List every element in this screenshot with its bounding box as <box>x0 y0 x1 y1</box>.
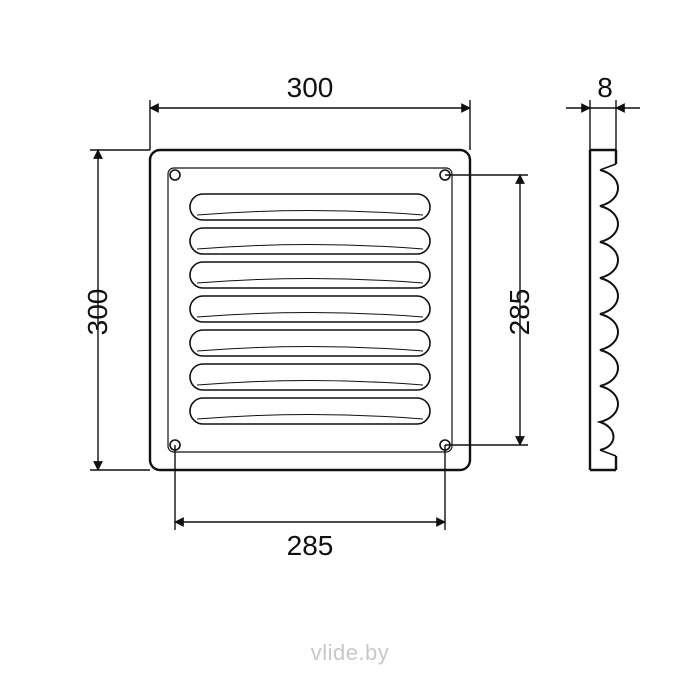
side-view <box>590 150 618 470</box>
louvers <box>190 194 430 424</box>
watermark: vlide.by <box>0 640 700 666</box>
front-view <box>150 150 470 470</box>
dim-hole-width-label: 285 <box>260 530 360 562</box>
dim-outer-width-label: 300 <box>260 72 360 104</box>
dim-depth-label: 8 <box>580 72 630 104</box>
dimensions <box>90 100 640 530</box>
dim-hole-height-label: 285 <box>504 262 536 362</box>
dim-outer-height-label: 300 <box>82 262 114 362</box>
drawing-stage: 300 285 300 285 8 vlide.by <box>0 0 700 700</box>
screw-holes <box>170 170 450 450</box>
